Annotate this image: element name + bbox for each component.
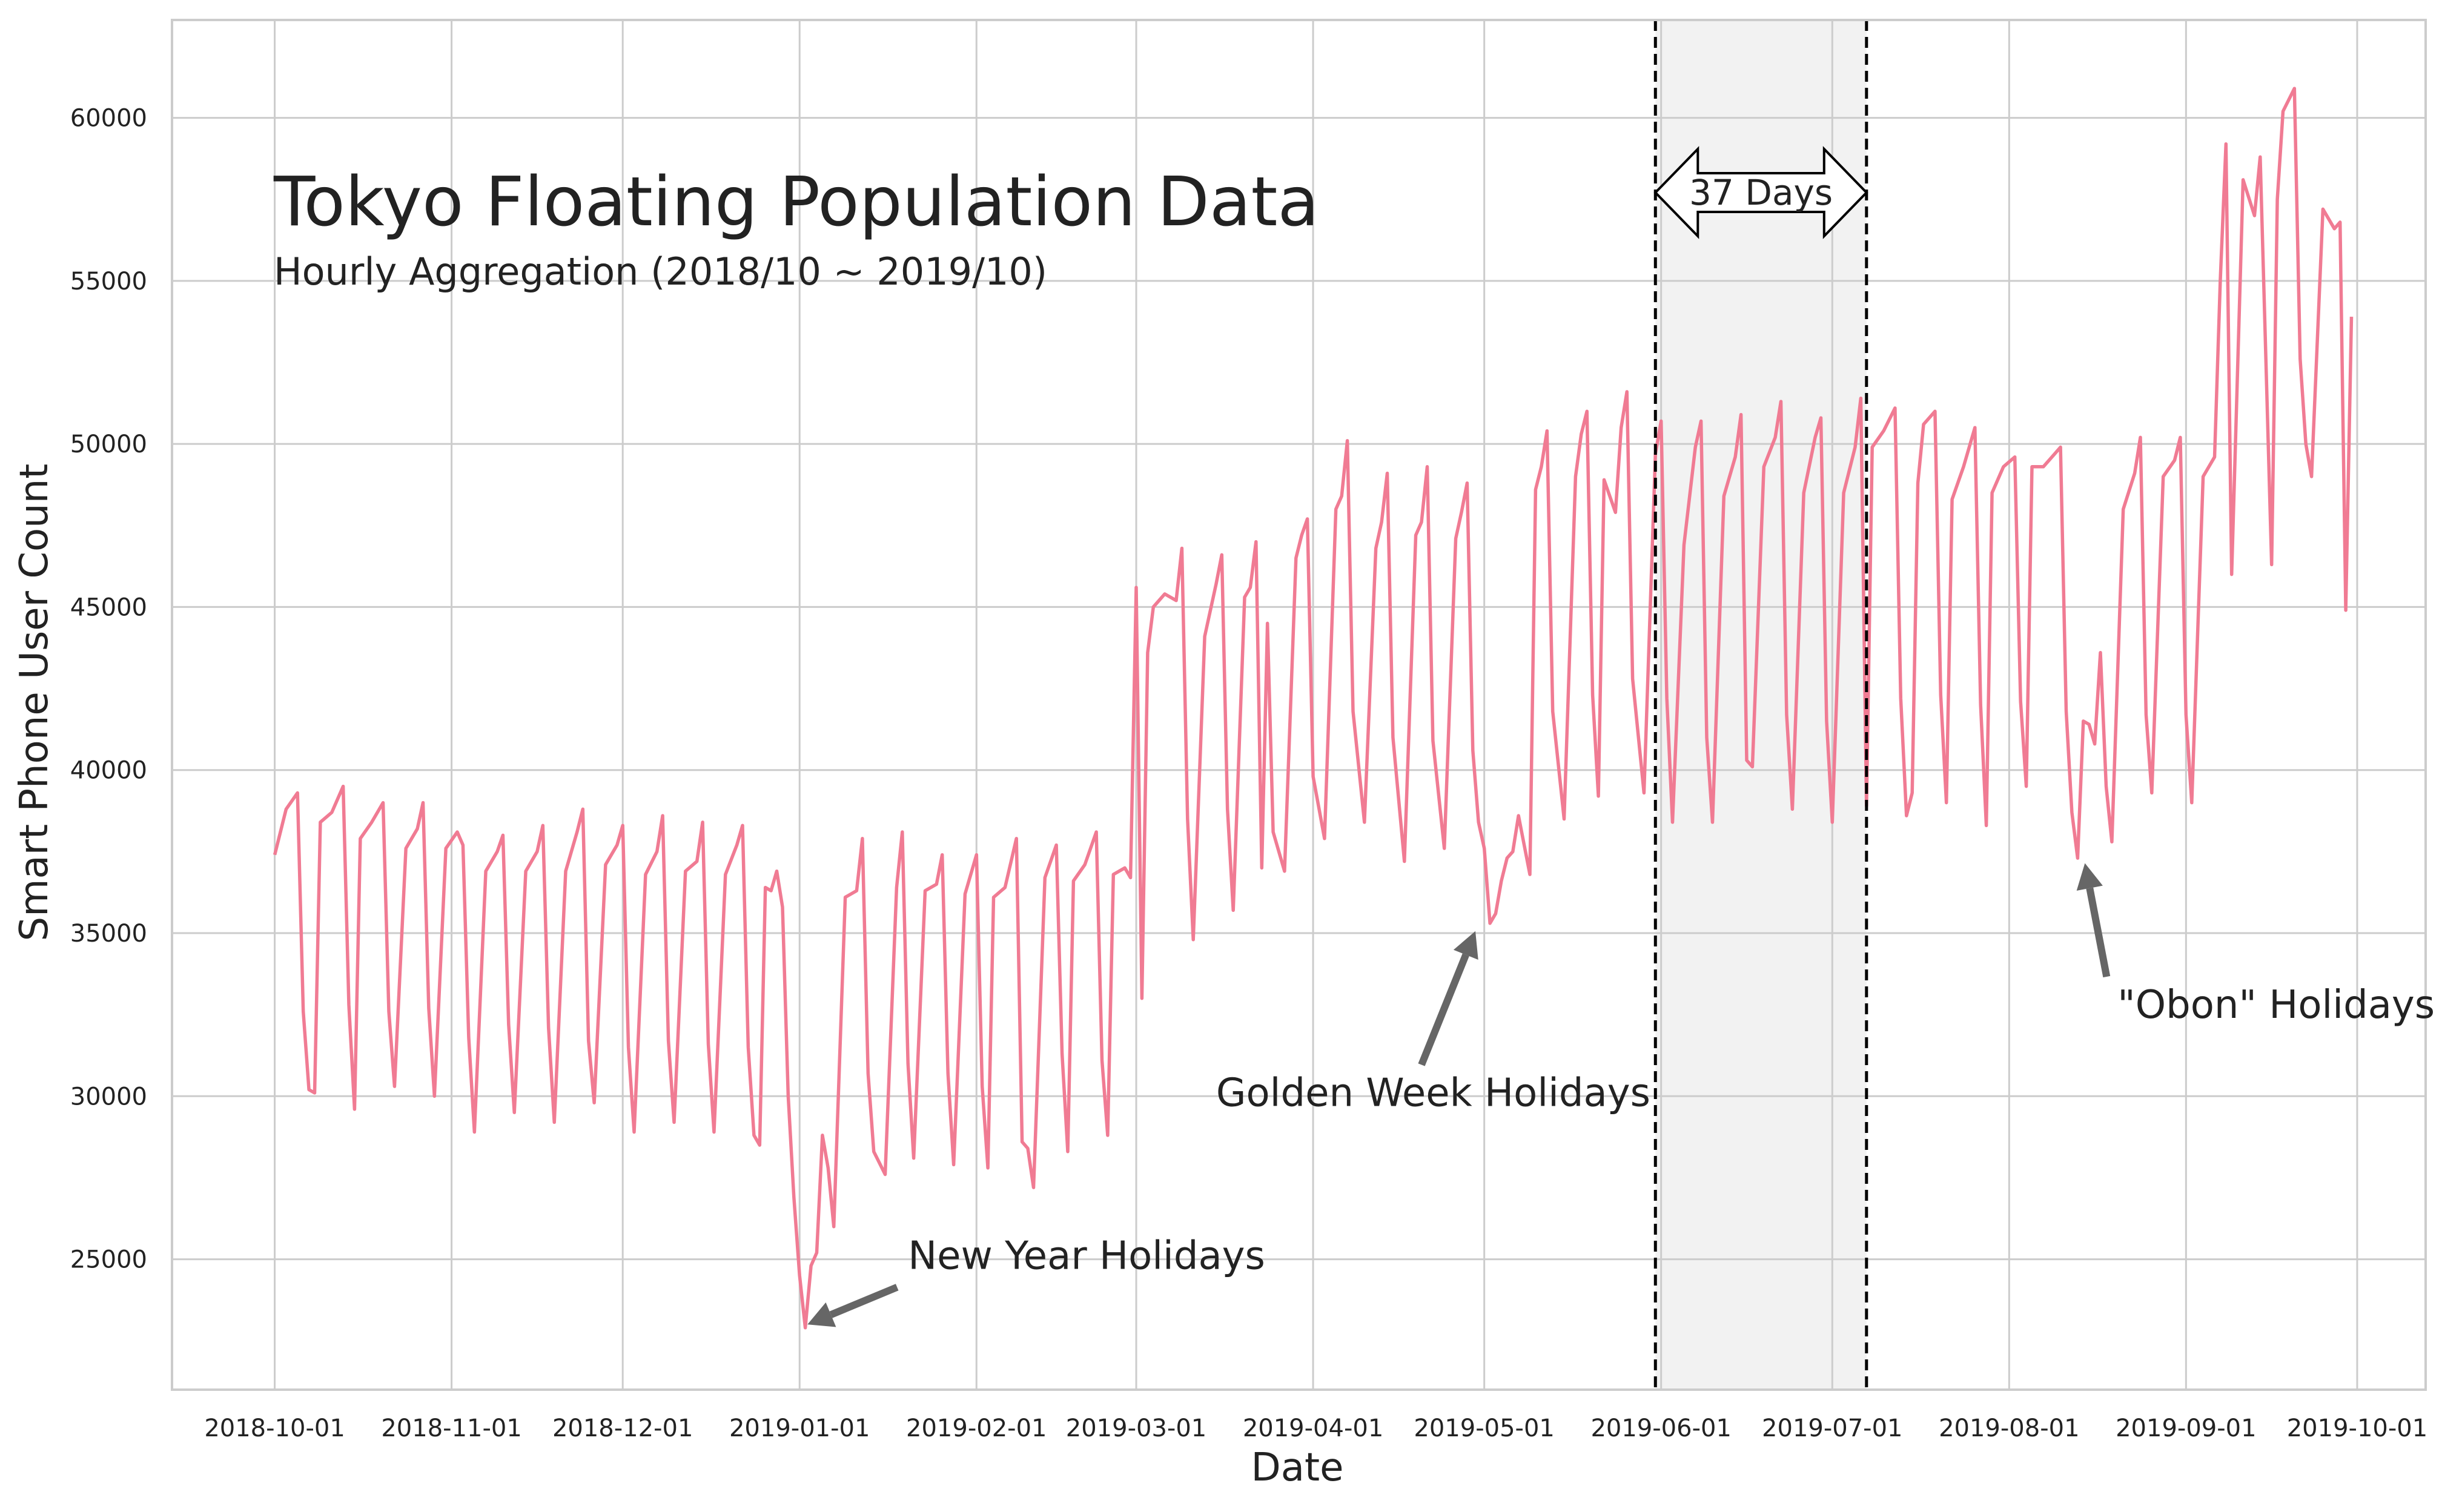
annotation-arrow-shaft — [2086, 887, 2111, 978]
annotation-arrow-head — [2076, 863, 2103, 891]
annotation-label: "Obon" Holidays — [2117, 983, 2435, 1028]
x-tick-label: 2019-03-01 — [1066, 1415, 1206, 1442]
y-tick-label: 60000 — [70, 105, 147, 133]
x-axis-title: Date — [1251, 1445, 1344, 1490]
x-tick-label: 2019-10-01 — [2287, 1415, 2427, 1442]
x-tick-label: 2018-10-01 — [204, 1415, 345, 1442]
span-band — [1655, 20, 1867, 1390]
y-tick-label: 25000 — [70, 1246, 147, 1274]
x-tick-label: 2019-09-01 — [2116, 1415, 2256, 1442]
y-tick-label: 50000 — [70, 431, 147, 458]
y-tick-label: 40000 — [70, 757, 147, 785]
x-tick-label: 2018-11-01 — [381, 1415, 521, 1442]
chart-title: Tokyo Floating Population Data — [273, 163, 1319, 242]
x-tick-label: 2019-08-01 — [1939, 1415, 2079, 1442]
y-axis-title: Smart Phone User Count — [12, 464, 57, 942]
x-tick-label: 2018-12-01 — [552, 1415, 693, 1442]
annotation-arrow-head — [807, 1302, 836, 1327]
series-layer — [273, 87, 2354, 1330]
annotation-arrow-shaft — [1418, 953, 1469, 1066]
x-tick-label: 2019-05-01 — [1414, 1415, 1554, 1442]
x-tick-label: 2019-07-01 — [1762, 1415, 1902, 1442]
span-boundaries — [1653, 20, 1868, 1390]
plot-frame — [171, 19, 2427, 1391]
y-tick-label: 30000 — [70, 1083, 147, 1111]
span-label: 37 Days — [1689, 172, 1833, 213]
annotation-arrow-shaft — [829, 1284, 899, 1318]
annotations: 37 Days New Year Holidays Golden Week Holi… — [807, 146, 2435, 1327]
highlight-span — [1655, 20, 1867, 1390]
x-tick-label: 2019-01-01 — [729, 1415, 870, 1442]
tick-labels: 2018-10-01 2018-11-01 2018-12-01 2019-01-01… — [70, 105, 2427, 1442]
y-tick-label: 45000 — [70, 593, 147, 621]
annotation-label: New Year Holidays — [908, 1234, 1265, 1279]
x-tick-label: 2019-02-01 — [906, 1415, 1047, 1442]
y-tick-label: 55000 — [70, 268, 147, 295]
annotation-label: Golden Week Holidays — [1216, 1071, 1650, 1115]
span-double-arrow — [1653, 146, 1868, 239]
x-tick-label: 2019-06-01 — [1590, 1415, 1731, 1442]
chart-subtitle: Hourly Aggregation (2018/10 ~ 2019/10) — [274, 249, 1047, 294]
annotation-arrow-head — [1453, 931, 1478, 960]
x-tick-label: 2019-04-01 — [1243, 1415, 1383, 1442]
series-line — [273, 87, 2354, 1330]
y-tick-label: 35000 — [70, 920, 147, 948]
